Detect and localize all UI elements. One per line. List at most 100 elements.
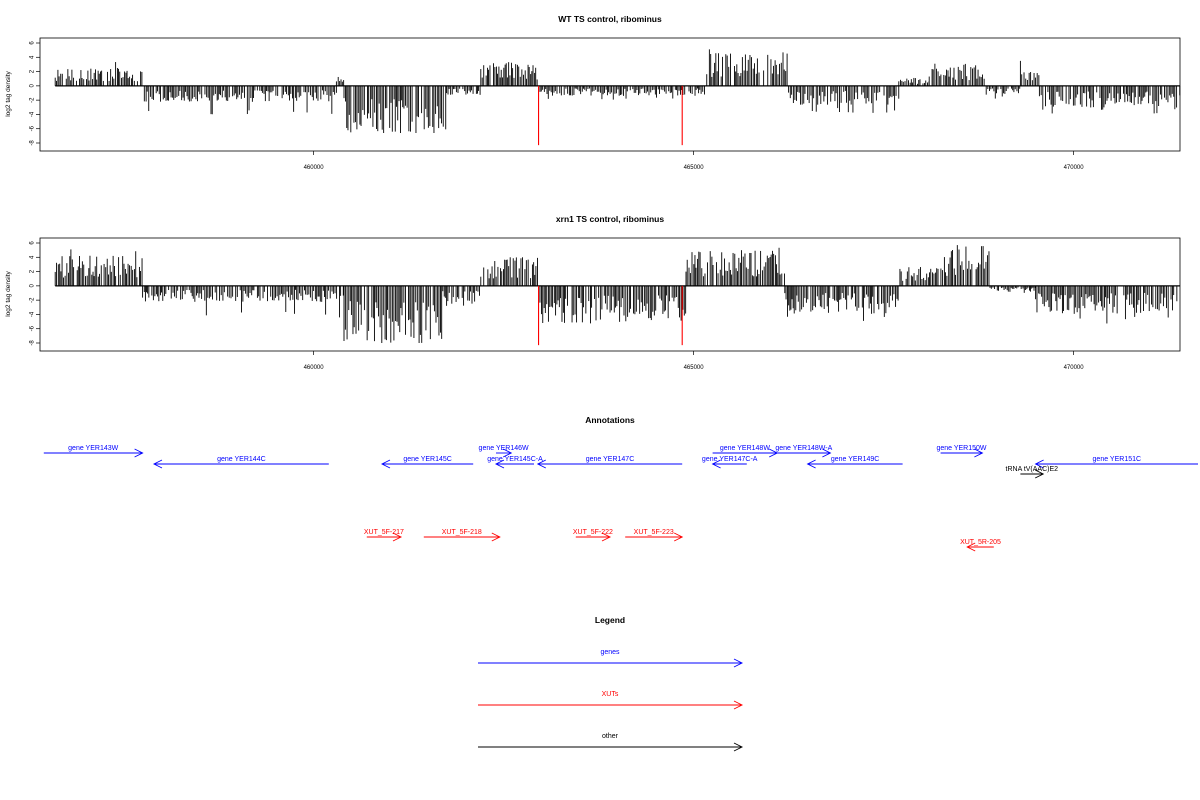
arrow-head-icon: [601, 532, 612, 542]
xrn1-plot-frame: [39, 237, 1181, 352]
annotation-gene: gene YER145C-A: [487, 456, 543, 469]
y-tick-label: -4: [30, 311, 36, 317]
legend-title: Legend: [595, 615, 625, 625]
xrn1-density-bars: [54, 245, 1178, 343]
wt-y-axis: 6 4 2 0 -2 -4 -6 -8: [30, 41, 40, 146]
legend-items: genes XUTs other: [478, 649, 744, 752]
annotation-xut: XUT_5F-222: [573, 529, 613, 542]
arrow-head-icon: [380, 459, 391, 469]
annotation-gene: gene YER147C-A: [702, 456, 758, 469]
y-tick-label: 6: [30, 41, 36, 45]
arrow-head-icon: [536, 459, 547, 469]
annotation-label: tRNA tV(AAC)E2: [1006, 466, 1059, 473]
arrow-head-icon: [974, 448, 984, 458]
arrow-head-icon: [966, 542, 976, 552]
annotation-gene: gene YER145C: [380, 456, 474, 469]
y-tick-label: 4: [30, 55, 36, 59]
arrow-head-icon: [673, 532, 684, 542]
annotation-xut: XUT_5R-205: [960, 539, 1001, 552]
arrow-head-icon: [1034, 469, 1045, 479]
xrn1-track-panel: xrn1 TS control, ribominus log2 tag dens…: [5, 214, 1181, 371]
annotation-label: gene YER150W: [936, 445, 986, 452]
annotation-features: gene YER143W gene YER144C gene YER145C gene…: [43, 445, 1198, 552]
legend-panel: Legend genes XUTs other: [478, 615, 744, 752]
legend-label: other: [602, 733, 619, 740]
annotation-label: gene YER146W: [479, 445, 529, 452]
annotation-label: XUT_5F-222: [573, 529, 613, 536]
arrow-head-icon: [733, 742, 744, 752]
legend-label: XUTs: [602, 691, 619, 698]
annotation-gene: gene YER148W-A: [775, 445, 833, 458]
y-tick-label: -6: [30, 325, 36, 331]
arrow-head-icon: [711, 459, 721, 469]
y-tick-label: -8: [30, 340, 36, 346]
wt-highlight-bars: [538, 85, 683, 146]
annotation-gene: gene YER143W: [43, 445, 144, 458]
annotation-xut: XUT_5F-217: [364, 529, 404, 542]
annotation-other: tRNA tV(AAC)E2: [1006, 466, 1059, 479]
annotation-label: gene YER151C: [1093, 456, 1142, 463]
annotation-label: gene YER147C-A: [702, 456, 758, 463]
legend-item: genes: [478, 649, 744, 668]
wt-x-axis: 460000 465000 470000: [304, 151, 1085, 171]
annotation-label: gene YER144C: [217, 456, 266, 463]
annotation-label: gene YER149C: [831, 456, 880, 463]
y-tick-label: -8: [30, 140, 36, 146]
xrn1-highlight-bars: [538, 285, 683, 346]
annotation-label: gene YER148W: [720, 445, 770, 452]
y-tick-label: -4: [30, 111, 36, 117]
y-tick-label: 0: [30, 284, 36, 288]
xrn1-track-title: xrn1 TS control, ribominus: [556, 214, 664, 224]
annotation-xut: XUT_5F-223: [625, 529, 684, 542]
annotation-gene: gene YER149C: [806, 456, 903, 469]
annotation-label: gene YER147C: [586, 456, 635, 463]
annotation-gene: gene YER144C: [152, 456, 329, 469]
arrow-head-icon: [134, 448, 144, 458]
arrow-head-icon: [392, 532, 403, 542]
x-tick-label: 465000: [684, 365, 705, 371]
y-tick-label: 6: [30, 241, 36, 245]
x-tick-label: 470000: [1064, 165, 1085, 171]
y-tick-label: -2: [30, 97, 36, 103]
arrow-head-icon: [733, 658, 744, 668]
xrn1-y-axis-label: log2 tag density: [5, 270, 12, 316]
annotation-label: gene YER145C: [403, 456, 452, 463]
legend-item: other: [478, 733, 744, 752]
arrow-head-icon: [733, 700, 744, 710]
wt-track-title: WT TS control, ribominus: [558, 14, 662, 24]
y-tick-label: 0: [30, 84, 36, 88]
annotation-label: XUT_5F-223: [634, 529, 674, 536]
x-tick-label: 465000: [684, 165, 705, 171]
legend-item: XUTs: [478, 691, 744, 710]
annotation-label: XUT_5F-217: [364, 529, 404, 536]
y-tick-label: 4: [30, 255, 36, 259]
annotation-label: XUT_5R-205: [960, 539, 1001, 546]
x-tick-label: 460000: [304, 365, 325, 371]
annotation-gene: gene YER147C: [536, 456, 683, 469]
annotation-label: gene YER143W: [68, 445, 118, 452]
x-tick-label: 470000: [1064, 365, 1085, 371]
arrow-head-icon: [494, 459, 505, 469]
x-tick-label: 460000: [304, 165, 325, 171]
arrow-head-icon: [502, 448, 513, 458]
annotation-label: gene YER145C-A: [487, 456, 543, 463]
annotation-gene: gene YER151C: [1034, 456, 1198, 469]
arrow-head-icon: [806, 459, 816, 469]
annotations-title: Annotations: [585, 415, 635, 425]
wt-y-axis-label: log2 tag density: [5, 70, 12, 116]
arrow-head-icon: [822, 448, 832, 458]
legend-label: genes: [600, 649, 620, 656]
y-tick-label: -2: [30, 297, 36, 303]
annotation-gene: gene YER150W: [936, 445, 987, 458]
annotation-gene: gene YER146W: [479, 445, 529, 458]
annotation-xut: XUT_5F-218: [423, 529, 501, 542]
annotation-label: gene YER148W-A: [775, 445, 832, 452]
arrow-head-icon: [491, 532, 501, 542]
wt-track-panel: WT TS control, ribominus log2 tag densit…: [5, 14, 1181, 171]
wt-density-bars: [54, 49, 1181, 133]
xrn1-y-axis: 6 4 2 0 -2 -4 -6 -8: [30, 241, 40, 346]
y-tick-label: 2: [30, 269, 36, 273]
xrn1-x-axis: 460000 465000 470000: [304, 351, 1085, 371]
